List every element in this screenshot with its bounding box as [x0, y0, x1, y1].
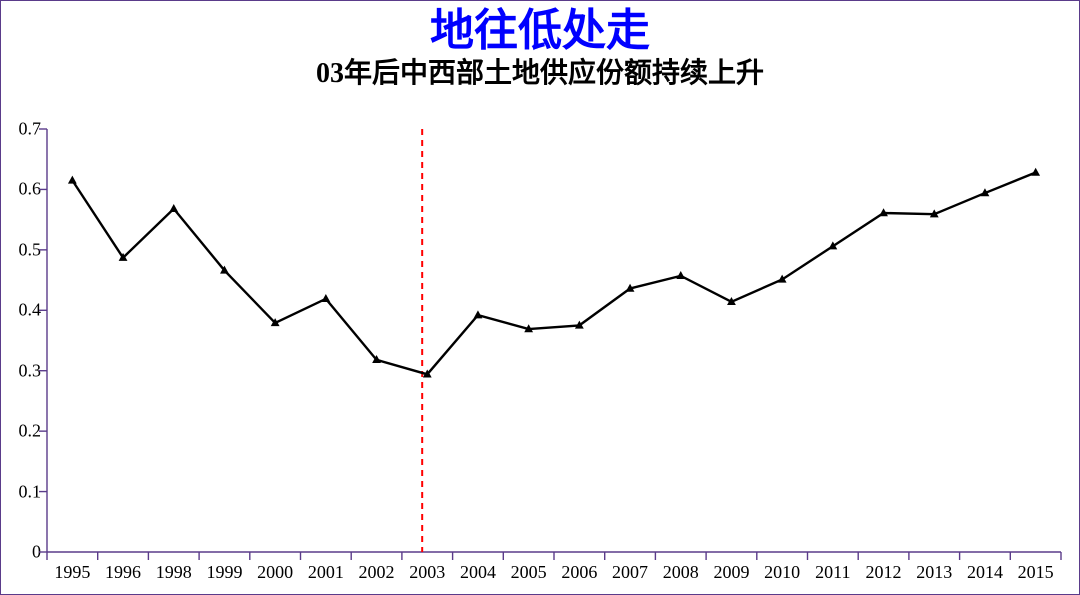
y-tick-label: 0.5 [19, 239, 42, 260]
x-tick-label: 2007 [612, 562, 648, 583]
y-tick-label: 0.3 [19, 360, 42, 381]
x-tick-label: 2004 [460, 562, 496, 583]
x-tick-label: 1995 [54, 562, 90, 583]
x-tick-label: 2014 [967, 562, 1003, 583]
x-tick-label: 2005 [511, 562, 547, 583]
x-tick-label: 2012 [866, 562, 902, 583]
x-tick-label: 2008 [663, 562, 699, 583]
x-tick-label: 1998 [156, 562, 192, 583]
x-tick-label: 2015 [1018, 562, 1054, 583]
chart-svg [47, 129, 1061, 552]
y-tick-label: 0.4 [19, 300, 42, 321]
x-tick-label: 2013 [916, 562, 952, 583]
x-tick-label: 2001 [308, 562, 344, 583]
x-tick-label: 2002 [359, 562, 395, 583]
x-tick-label: 2006 [561, 562, 597, 583]
chart-frame: 地往低处走 03年后中西部土地供应份额持续上升 00.10.20.30.40.5… [0, 0, 1080, 595]
x-tick-label: 2011 [815, 562, 850, 583]
y-tick-label: 0.1 [19, 481, 42, 502]
x-tick-label: 2009 [713, 562, 749, 583]
y-axis-labels: 00.10.20.30.40.50.60.7 [1, 129, 45, 552]
x-axis-labels: 1995 1996 1998 1999 2000 2001 2002 2003 2004 2005… [47, 556, 1059, 586]
x-tick-label: 2003 [409, 562, 445, 583]
y-tick-label: 0.7 [19, 119, 42, 140]
chart-subtitle: 03年后中西部土地供应份额持续上升 [1, 57, 1079, 91]
y-tick-label: 0.6 [19, 179, 42, 200]
plot-area [47, 129, 1059, 550]
x-tick-label: 2010 [764, 562, 800, 583]
x-tick-label: 1999 [206, 562, 242, 583]
y-tick-label: 0.2 [19, 421, 42, 442]
x-tick-label: 1996 [105, 562, 141, 583]
chart-title: 地往低处走 [1, 1, 1079, 55]
x-tick-label: 2000 [257, 562, 293, 583]
